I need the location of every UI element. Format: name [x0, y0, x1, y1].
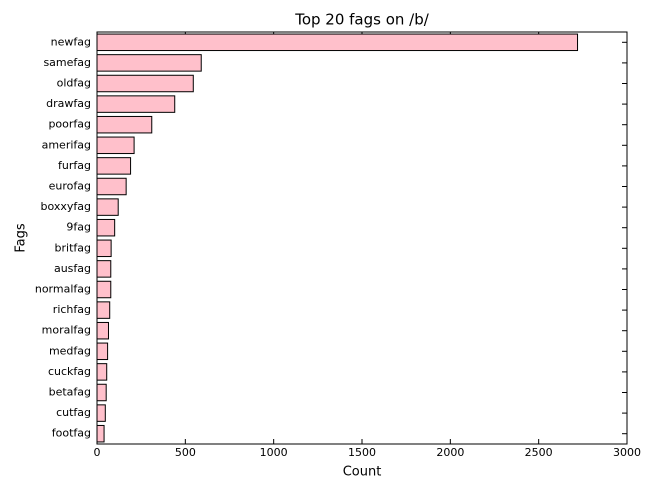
bar [96, 342, 109, 361]
y-tick-label: cuckfag [48, 365, 91, 378]
chart-title: Top 20 fags on /b/ [294, 11, 430, 29]
x-tick-label: 0 [94, 446, 101, 459]
bar [96, 218, 116, 237]
bar [96, 383, 107, 402]
bar [96, 115, 153, 134]
x-tick-label: 2000 [436, 446, 464, 459]
bar [96, 321, 109, 340]
bar [96, 136, 135, 155]
y-tick-label: samefag [43, 56, 91, 69]
y-tick-label: ausfag [54, 262, 91, 275]
bar [96, 260, 112, 278]
y-axis-label: Fags [14, 223, 29, 253]
y-tick-label: eurofag [49, 180, 91, 193]
y-tick-label: footfag [52, 427, 91, 440]
y-tick-label: britfag [55, 241, 91, 254]
y-tick-label: drawfag [46, 97, 91, 110]
y-tick-label: betafag [49, 386, 91, 399]
x-tick-label: 500 [175, 446, 196, 459]
y-tick-label: cutfag [56, 406, 91, 419]
y-tick-label: moralfag [42, 324, 91, 337]
bar [96, 54, 202, 72]
bar [96, 198, 119, 216]
y-tick-label: 9fag [66, 221, 91, 234]
bar [96, 157, 132, 175]
bar [96, 95, 176, 113]
y-tick-label: poorfag [48, 118, 91, 131]
x-tick-label: 2500 [525, 446, 553, 459]
y-tick-label: boxxyfag [41, 200, 92, 213]
bar [96, 424, 105, 443]
bar [96, 177, 127, 196]
y-tick-label: newfag [51, 35, 91, 48]
y-tick-label: normalfag [35, 283, 91, 296]
y-tick-label: medfag [49, 344, 91, 357]
plot-frame [96, 31, 628, 445]
y-tick-label: furfag [58, 159, 91, 172]
bar [96, 74, 194, 93]
y-tick-label: oldfag [57, 77, 91, 90]
bar [96, 239, 112, 258]
bar [96, 301, 111, 319]
bar [96, 33, 579, 52]
x-tick-label: 1000 [260, 446, 288, 459]
y-tick-label: richfag [53, 303, 91, 316]
x-tick-label: 1500 [348, 446, 376, 459]
bar [96, 404, 106, 422]
x-tick-label: 3000 [613, 446, 641, 459]
x-axis-label: Count [343, 465, 382, 480]
y-tick-label: amerifag [42, 138, 91, 151]
bar [96, 363, 108, 381]
bar [96, 280, 112, 299]
